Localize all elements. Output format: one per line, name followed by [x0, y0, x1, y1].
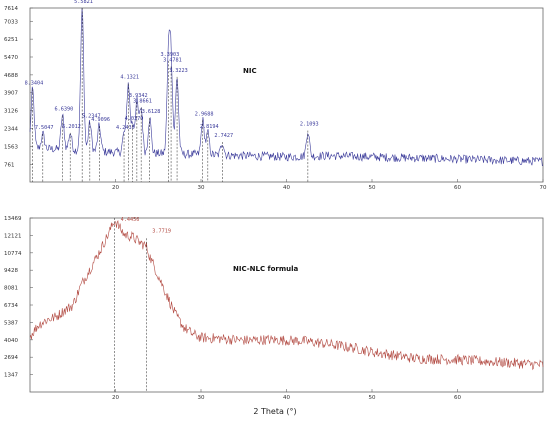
peak-d-spacing-label: 3.8661 — [133, 99, 152, 105]
peak-d-spacing-label: 5.5821 — [74, 0, 93, 5]
peak-d-spacing-label: 3.3903 — [161, 52, 180, 58]
y-tick-label: 5387 — [4, 320, 18, 326]
panel-title: NIC — [243, 67, 257, 75]
y-tick-label: 5470 — [4, 55, 18, 61]
y-tick-label: 761 — [4, 163, 15, 169]
peak-d-spacing-label: 2.1093 — [300, 122, 319, 128]
peak-d-spacing-label: 7.5047 — [35, 125, 54, 131]
x-tick-label: 50 — [369, 185, 376, 191]
y-tick-label: 1347 — [4, 373, 18, 379]
peak-d-spacing-label: 3.9342 — [129, 93, 148, 99]
peak-d-spacing-label: 4.1321 — [120, 75, 139, 81]
panel-title: NIC-NLC formula — [233, 265, 299, 273]
x-tick-label: 30 — [198, 395, 205, 401]
x-tick-label: 70 — [540, 185, 547, 191]
diffraction-curve — [29, 220, 544, 371]
peak-d-spacing-label: 4.2430 — [116, 125, 135, 131]
y-tick-label: 8081 — [4, 286, 18, 292]
nic-nlc-panel: 1347 2694 4040 5387 6734 8081 9428 10774 12121 13… — [4, 216, 544, 401]
y-tick-label: 10774 — [4, 251, 22, 257]
peak-d-spacing-label: 3.4781 — [163, 58, 182, 64]
x-tick-label: 40 — [283, 185, 290, 191]
peak-d-spacing-label: 4.4456 — [121, 217, 140, 223]
peak-d-spacing-label: 2.9688 — [195, 111, 214, 117]
peak-d-spacing-label: 6.6390 — [54, 107, 73, 113]
x-tick-label: 30 — [198, 185, 205, 191]
y-tick-label: 3907 — [4, 91, 18, 97]
peak-d-spacing-label: 3.3223 — [169, 68, 188, 74]
x-tick-label: 40 — [283, 395, 290, 401]
plot-frame — [29, 217, 544, 393]
nic-panel: 761 1563 2344 3126 3907 4688 5470 6251 7033 7614 2… — [4, 0, 547, 191]
y-tick-label: 2694 — [4, 355, 18, 361]
y-tick-label: 7614 — [4, 6, 18, 12]
diffraction-curve — [29, 7, 544, 167]
y-tick-label: 13469 — [4, 216, 22, 222]
x-tick-label: 60 — [454, 395, 461, 401]
peak-d-spacing-label: 2.8194 — [200, 124, 219, 130]
y-tick-label: 4040 — [4, 338, 18, 344]
x-tick-label: 20 — [112, 185, 119, 191]
y-tick-label: 2344 — [4, 126, 18, 132]
peak-d-spacing-label: 6.2012 — [62, 124, 81, 130]
peak-d-spacing-label: 4.9096 — [91, 117, 110, 123]
y-tick-label: 4688 — [4, 73, 18, 79]
y-tick-label: 1563 — [4, 144, 18, 150]
x-tick-label: 20 — [112, 395, 119, 401]
peak-d-spacing-label: 8.3404 — [25, 80, 44, 86]
y-tick-label: 3126 — [4, 109, 18, 115]
y-tick-label: 12121 — [4, 233, 22, 239]
x-tick-label: 50 — [369, 395, 376, 401]
y-tick-label: 6734 — [4, 303, 18, 309]
peak-d-spacing-label: 4.0370 — [125, 116, 144, 122]
peak-d-spacing-label: 3.6128 — [142, 109, 161, 115]
y-tick-label: 7033 — [4, 19, 18, 25]
y-tick-label: 6251 — [4, 37, 18, 43]
peak-d-spacing-label: 3.7719 — [152, 228, 171, 234]
y-tick-label: 9428 — [4, 268, 18, 274]
x-axis-label: 2 Theta (°) — [253, 407, 296, 416]
peak-d-spacing-label: 5.2347 — [82, 114, 101, 120]
x-tick-label: 60 — [454, 185, 461, 191]
peak-d-spacing-label: 2.7427 — [214, 133, 233, 139]
